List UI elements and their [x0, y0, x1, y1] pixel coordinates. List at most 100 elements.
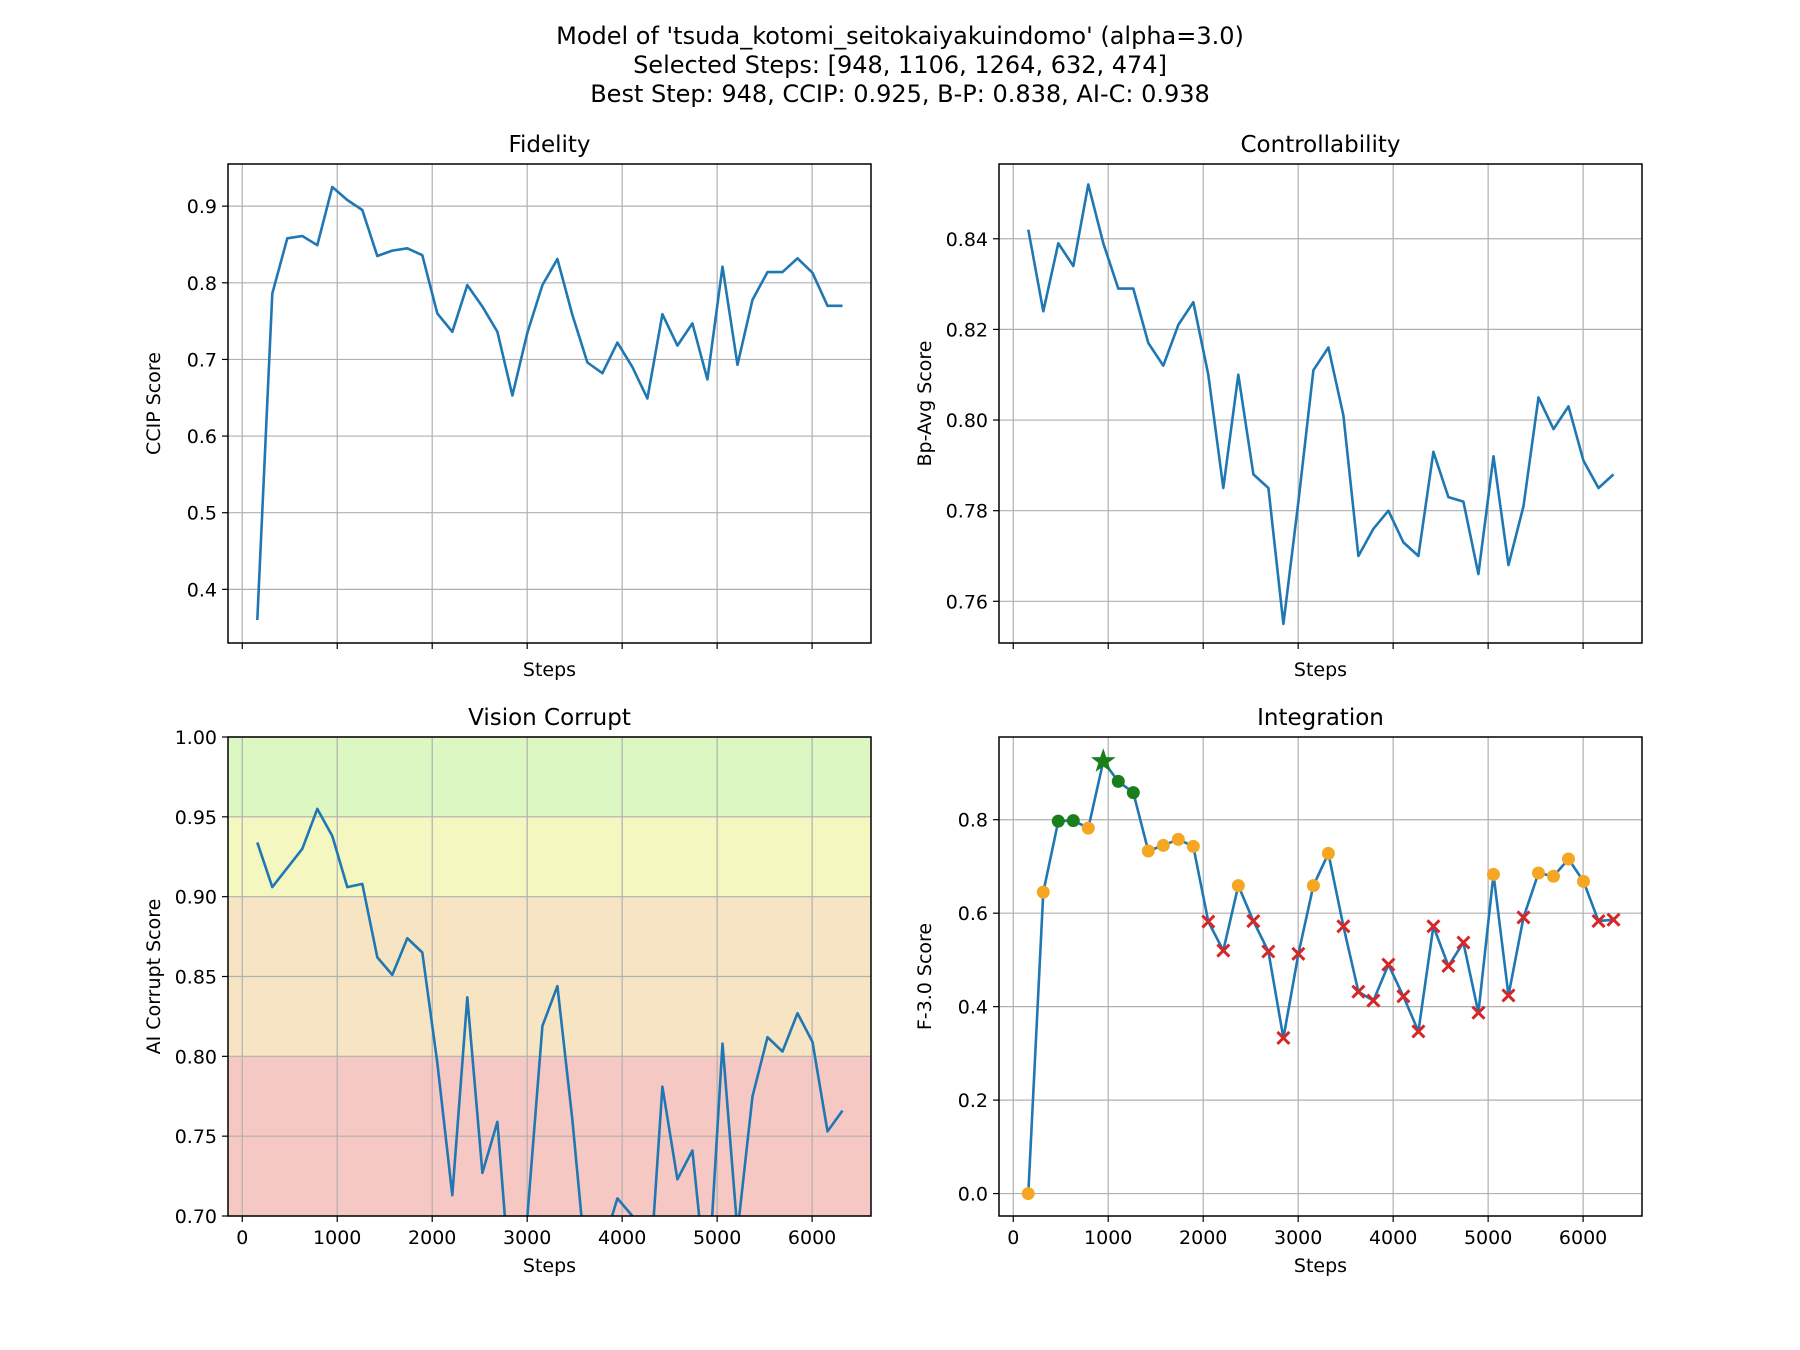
integration-point-23	[1366, 993, 1381, 1008]
vision-corrupt-yticklabel-0: 0.70	[175, 1206, 217, 1228]
vision-corrupt-chart: 0 1000 2000 3000 4000 5000 6000 0.70 0.75 0.80 0.8…	[143, 705, 872, 1277]
vision-corrupt-xticklabel-5: 5000	[693, 1227, 741, 1249]
integration-point-2	[1051, 814, 1065, 828]
fidelity-yticklabel-3: 0.7	[187, 349, 217, 371]
integration-point-20	[1321, 846, 1335, 860]
controllability-title: Controllability	[1240, 132, 1400, 158]
integration-point-21	[1336, 919, 1351, 934]
integration-xticklabel-2: 2000	[1179, 1227, 1227, 1249]
integration-point-24	[1381, 957, 1396, 972]
vision-corrupt-yticklabel-2: 0.80	[175, 1046, 217, 1068]
integration-xticklabel-4: 4000	[1369, 1227, 1417, 1249]
integration-xticklabel-0: 0	[1007, 1227, 1019, 1249]
integration-point-15	[1246, 914, 1261, 929]
integration-yticklabel-3: 0.6	[958, 903, 988, 925]
integration-point-17	[1276, 1030, 1291, 1046]
integration-point-31	[1486, 867, 1500, 881]
vision-corrupt-band-1	[228, 816, 871, 897]
fidelity-xlabel: Steps	[523, 659, 576, 681]
vision-corrupt-xlabel: Steps	[523, 1255, 576, 1277]
integration-point-35	[1546, 869, 1560, 883]
fidelity-yticklabel-2: 0.6	[187, 426, 217, 448]
integration-point-12	[1201, 914, 1216, 929]
fidelity-yticklabel-1: 0.5	[187, 503, 217, 525]
integration-point-7	[1126, 786, 1140, 800]
controllability-series-line	[1027, 183, 1615, 626]
integration-xticklabel-3: 3000	[1274, 1227, 1322, 1249]
vision-corrupt-xticklabel-0: 0	[236, 1227, 248, 1249]
integration-point-30	[1471, 1005, 1486, 1020]
integration-point-14	[1231, 879, 1245, 893]
integration-point-32	[1501, 988, 1516, 1003]
integration-yticklabel-2: 0.4	[958, 997, 988, 1019]
controllability-axes-frame	[998, 163, 1643, 644]
fidelity-yticklabel-0: 0.4	[187, 579, 217, 601]
integration-xticklabel-6: 6000	[1559, 1227, 1607, 1249]
fidelity-ylabel: CCIP Score	[143, 352, 165, 455]
vision-corrupt-title: Vision Corrupt	[468, 705, 631, 731]
controllability-yticklabel-2: 0.80	[946, 410, 988, 432]
integration-point-8	[1141, 844, 1155, 858]
integration-ylabel: F-3.0 Score	[914, 923, 936, 1030]
integration-point-18	[1291, 946, 1306, 961]
integration-point-11	[1186, 839, 1200, 853]
vision-corrupt-xticklabel-4: 4000	[598, 1227, 646, 1249]
integration-point-34	[1531, 866, 1545, 880]
integration-point-6	[1111, 774, 1125, 788]
vision-corrupt-series-line	[256, 807, 844, 1216]
integration-point-27	[1426, 919, 1441, 934]
integration-point-5	[1090, 748, 1116, 772]
vision-corrupt-axes-frame	[227, 736, 872, 1217]
integration-point-28	[1441, 958, 1456, 974]
integration-point-36	[1561, 852, 1575, 866]
controllability-xlabel: Steps	[1294, 659, 1347, 681]
integration-point-22	[1351, 984, 1366, 999]
integration-point-26	[1411, 1024, 1426, 1039]
figure-title-line-3: Best Step: 948, CCIP: 0.925, B-P: 0.838,…	[590, 80, 1210, 108]
fidelity-series-line	[256, 185, 843, 621]
integration-yticklabel-1: 0.2	[958, 1090, 988, 1112]
integration-yticklabel-4: 0.8	[958, 810, 988, 832]
fidelity-axes-frame	[227, 163, 872, 644]
fidelity-title: Fidelity	[508, 132, 590, 158]
fidelity-yticklabel-5: 0.9	[187, 196, 217, 218]
controllability-yticklabel-4: 0.84	[946, 229, 988, 251]
integration-point-37	[1576, 874, 1590, 888]
vision-corrupt-yticklabel-1: 0.75	[175, 1126, 217, 1148]
integration-title: Integration	[1257, 705, 1384, 731]
figure-title-line-1: Model of 'tsuda_kotomi_seitokaiyakuindom…	[556, 22, 1244, 50]
integration-point-3	[1066, 814, 1080, 828]
integration-xlabel: Steps	[1294, 1255, 1347, 1277]
controllability-chart: 0.76 0.78 0.80 0.82 0.84 Controllability Steps…	[914, 132, 1643, 681]
fidelity-chart: 0.4 0.5 0.6 0.7 0.8 0.9 Fidelity Steps CCIP Scor…	[143, 132, 872, 681]
vision-corrupt-yticklabel-3: 0.85	[175, 967, 217, 989]
integration-point-1	[1036, 885, 1050, 899]
integration-point-39	[1606, 912, 1621, 927]
figure-title-line-2: Selected Steps: [948, 1106, 1264, 632, 4…	[633, 51, 1167, 79]
vision-corrupt-xticklabel-3: 3000	[503, 1227, 551, 1249]
integration-chart: 0 1000 2000 3000 4000 5000 6000 0.0 0.2 0.4 0.6 0.8…	[914, 705, 1643, 1277]
vision-corrupt-yticklabel-5: 0.95	[175, 807, 217, 829]
integration-point-25	[1396, 989, 1411, 1004]
fidelity-yticklabel-4: 0.8	[187, 273, 217, 295]
controllability-yticklabel-1: 0.78	[946, 501, 988, 523]
integration-xticklabel-5: 5000	[1464, 1227, 1512, 1249]
integration-series-line	[1027, 759, 1614, 1194]
integration-point-4	[1081, 821, 1095, 835]
vision-corrupt-xticklabel-6: 6000	[788, 1227, 836, 1249]
integration-point-38	[1591, 914, 1606, 929]
integration-point-29	[1456, 935, 1471, 950]
vision-corrupt-yticklabel-6: 1.00	[175, 727, 217, 749]
integration-axes-frame	[998, 736, 1643, 1217]
vision-corrupt-xticklabel-1: 1000	[313, 1227, 361, 1249]
integration-yticklabel-0: 0.0	[958, 1184, 988, 1206]
integration-point-10	[1171, 832, 1185, 846]
integration-point-0	[1021, 1187, 1035, 1201]
integration-point-9	[1156, 838, 1170, 852]
integration-xticklabel-1: 1000	[1084, 1227, 1132, 1249]
vision-corrupt-band-0	[228, 737, 871, 817]
controllability-yticklabel-0: 0.76	[946, 591, 988, 613]
controllability-yticklabel-3: 0.82	[946, 319, 988, 341]
integration-point-13	[1216, 943, 1231, 958]
